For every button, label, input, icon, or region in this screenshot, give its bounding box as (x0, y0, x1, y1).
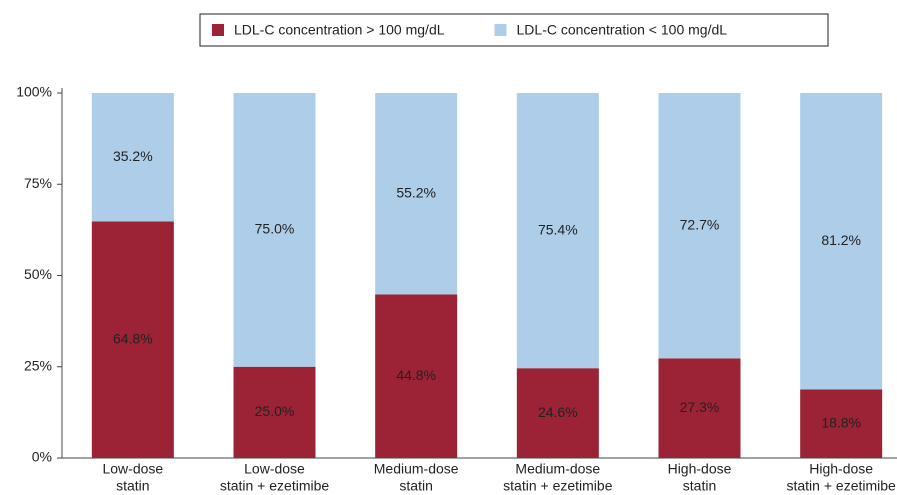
value-label: 18.8% (821, 414, 861, 430)
y-tick-label: 75% (24, 175, 52, 191)
value-label: 35.2% (113, 148, 153, 164)
x-tick-label: statin + ezetimibe (220, 478, 330, 494)
bar-segment (233, 366, 316, 458)
bar-segment (375, 294, 458, 458)
bar-segment (375, 93, 458, 295)
x-tick-label: Low-dose (102, 461, 163, 477)
bar-segment (658, 358, 741, 458)
bar-segment (91, 221, 174, 458)
value-label: 75.4% (538, 221, 578, 237)
y-tick-label: 25% (24, 357, 52, 373)
x-tick-label: Medium-dose (515, 461, 600, 477)
legend-label: LDL-C concentration > 100 mg/dL (234, 22, 445, 38)
y-tick-label: 0% (32, 449, 52, 465)
value-label: 72.7% (680, 216, 720, 232)
value-label: 27.3% (680, 399, 720, 415)
x-tick-label: Medium-dose (374, 461, 459, 477)
x-tick-label: High-dose (809, 461, 873, 477)
legend-label: LDL-C concentration < 100 mg/dL (517, 22, 728, 38)
legend-swatch (494, 24, 507, 36)
bar-segment (800, 389, 883, 458)
value-label: 55.2% (396, 184, 436, 200)
legend-swatch (212, 24, 224, 36)
x-tick-label: statin (683, 478, 716, 494)
bar-segment (800, 93, 883, 390)
bar-segment (233, 93, 316, 367)
x-tick-label: statin (399, 478, 432, 494)
x-tick-label: High-dose (668, 461, 732, 477)
bar-segment (91, 93, 174, 222)
value-label: 75.0% (255, 221, 295, 237)
x-tick-label: statin (116, 478, 149, 494)
y-tick-label: 50% (24, 266, 52, 282)
legend-box (199, 13, 829, 47)
x-tick-label: statin + ezetimibe (786, 478, 896, 494)
value-label: 24.6% (538, 404, 578, 420)
bar-segment (516, 368, 599, 458)
bar-segment (658, 93, 741, 359)
value-label: 44.8% (396, 367, 436, 383)
bar-segment (516, 93, 599, 369)
value-label: 64.8% (113, 330, 153, 346)
x-tick-label: statin + ezetimibe (503, 478, 613, 494)
value-label: 25.0% (255, 403, 295, 419)
x-tick-label: Low-dose (244, 461, 305, 477)
value-label: 81.2% (821, 232, 861, 248)
y-tick-label: 100% (16, 84, 52, 100)
